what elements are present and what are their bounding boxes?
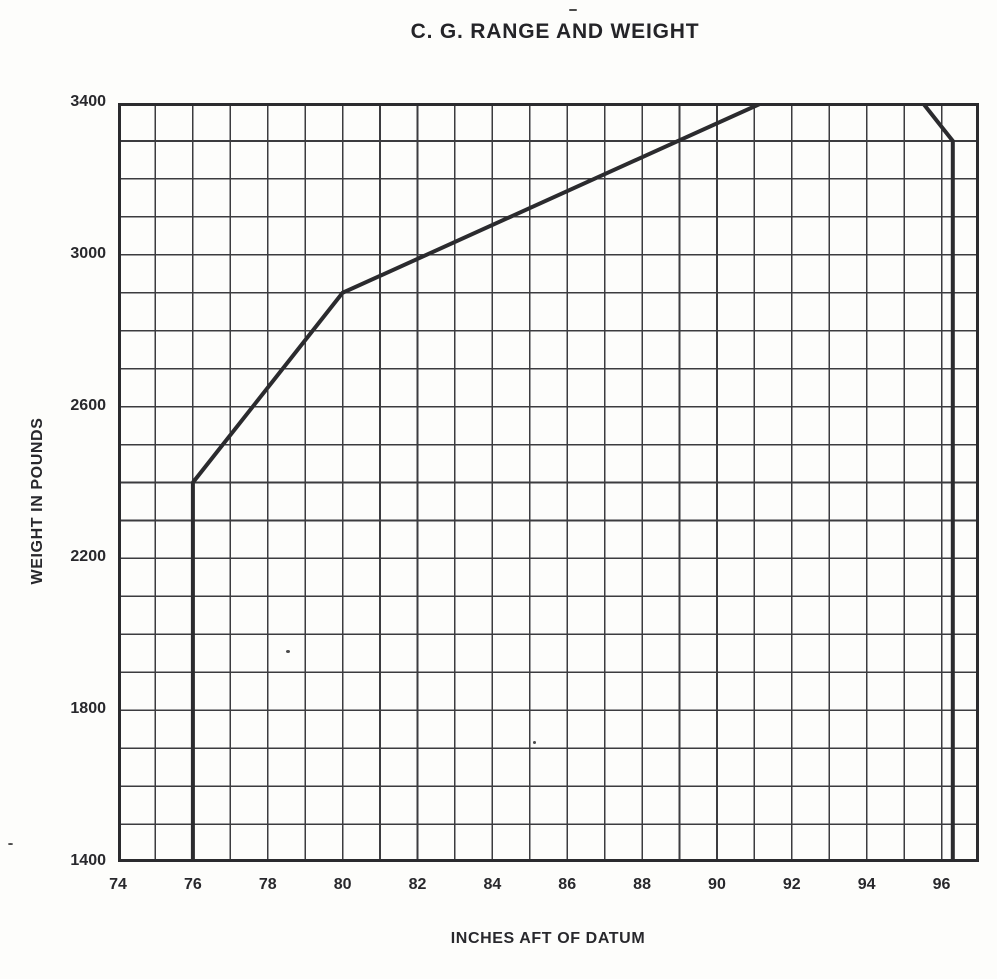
grid-lines (118, 103, 979, 862)
x-tick-label: 74 (109, 876, 127, 893)
x-tick-label: 96 (932, 876, 951, 893)
scan-speck (286, 650, 290, 653)
scan-speck (569, 9, 577, 11)
x-tick-label: 90 (708, 876, 726, 893)
y-tick-label: 2600 (70, 396, 106, 414)
x-tick-label: 82 (408, 876, 427, 893)
y-tick-label: 3000 (70, 244, 106, 262)
x-tick-label: 84 (483, 876, 502, 893)
cg-envelope-line (190, 103, 955, 862)
x-tick-label: 78 (258, 876, 277, 893)
x-tick-label: 76 (183, 876, 202, 893)
scan-speck (8, 843, 13, 845)
plot-area (118, 103, 979, 862)
x-tick-label: 86 (558, 876, 577, 893)
plot-border (118, 103, 979, 862)
y-axis-title: WEIGHT IN POUNDS (29, 417, 46, 585)
x-tick-label: 88 (633, 876, 651, 893)
x-tick-label: 92 (782, 876, 801, 893)
y-tick-label: 1400 (70, 852, 106, 869)
scan-speck (533, 741, 536, 744)
y-tick-label: 2200 (70, 548, 106, 566)
y-tick-label: 3400 (70, 93, 106, 110)
y-tick-label: 1800 (70, 700, 106, 718)
x-tick-label: 94 (857, 876, 876, 893)
x-axis-title: INCHES AFT OF DATUM (450, 930, 646, 947)
x-tick-label: 80 (333, 876, 352, 893)
chart-title: C. G. RANGE AND WEIGHT (410, 20, 700, 43)
